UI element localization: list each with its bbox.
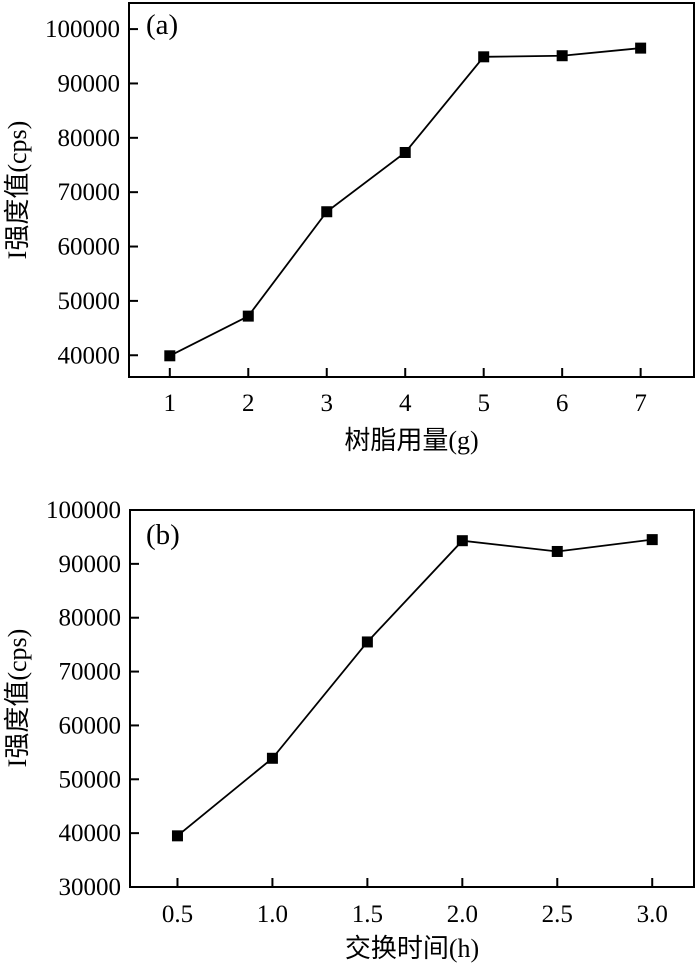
y-tick-label: 90000: [58, 70, 121, 97]
y-tick-label: 80000: [58, 125, 121, 152]
chart-panel-b: 30000 40000 50000 60000 70000 80000 90000 10000…: [3, 497, 695, 963]
x-tick-label: 6: [556, 390, 569, 417]
x-tick-label: 0.5: [162, 901, 193, 928]
y-axis-title: I强度值(cps): [3, 121, 32, 260]
y-tick-label: 40000: [58, 342, 121, 369]
chart-panel-a: 40000 50000 60000 70000 80000 90000 100000 1 2 3 4…: [3, 2, 695, 455]
series-line: [169, 47, 641, 357]
x-axis-title: 交换时间(h): [345, 934, 479, 963]
plot-frame: [128, 2, 695, 378]
x-tick-label: 2.5: [542, 901, 573, 928]
y-axis-title: I强度值(cps): [3, 629, 32, 768]
y-tick-label: 50000: [59, 766, 122, 793]
x-tick-label: 3: [321, 390, 334, 417]
x-tick-label: 7: [634, 390, 647, 417]
data-point-marker: [164, 350, 176, 362]
x-tick-label: 2.0: [447, 901, 478, 928]
y-tick-label: 100000: [45, 16, 120, 43]
x-tick-label: 1.0: [257, 901, 288, 928]
x-tick-label: 3.0: [637, 901, 668, 928]
plot-frame: [129, 509, 695, 888]
data-point-marker: [646, 534, 658, 546]
x-tick-label: 4: [399, 390, 412, 417]
y-tick-label: 40000: [59, 820, 122, 847]
data-point-marker: [635, 42, 647, 54]
x-tick-label: 5: [477, 390, 490, 417]
y-tick-label: 30000: [59, 874, 122, 901]
data-point-marker: [242, 310, 254, 322]
y-tick-label: 60000: [58, 234, 121, 261]
data-point-marker: [321, 206, 333, 218]
y-tick-label: 60000: [59, 712, 122, 739]
y-tick-label: 50000: [58, 288, 121, 315]
data-point-marker: [478, 51, 490, 63]
x-tick-label: 1: [164, 390, 177, 417]
y-tick-label: 70000: [58, 179, 121, 206]
y-tick-label: 90000: [59, 551, 122, 578]
data-point-marker: [361, 636, 373, 648]
y-tick-label: 70000: [59, 659, 122, 686]
data-point-marker: [556, 50, 568, 62]
x-tick-label: 2: [242, 390, 255, 417]
y-tick-label: 80000: [59, 605, 122, 632]
data-point-marker: [399, 146, 411, 158]
data-point-marker: [551, 545, 563, 557]
data-point-marker: [456, 535, 468, 547]
data-point-marker: [171, 830, 183, 842]
data-point-marker: [266, 752, 278, 764]
series-line: [176, 538, 653, 837]
x-tick-label: 1.5: [352, 901, 383, 928]
panel-label: (b): [146, 519, 180, 551]
panel-label: (a): [146, 9, 178, 41]
x-axis-title: 树脂用量(g): [344, 426, 478, 455]
y-tick-label: 100000: [46, 497, 121, 524]
